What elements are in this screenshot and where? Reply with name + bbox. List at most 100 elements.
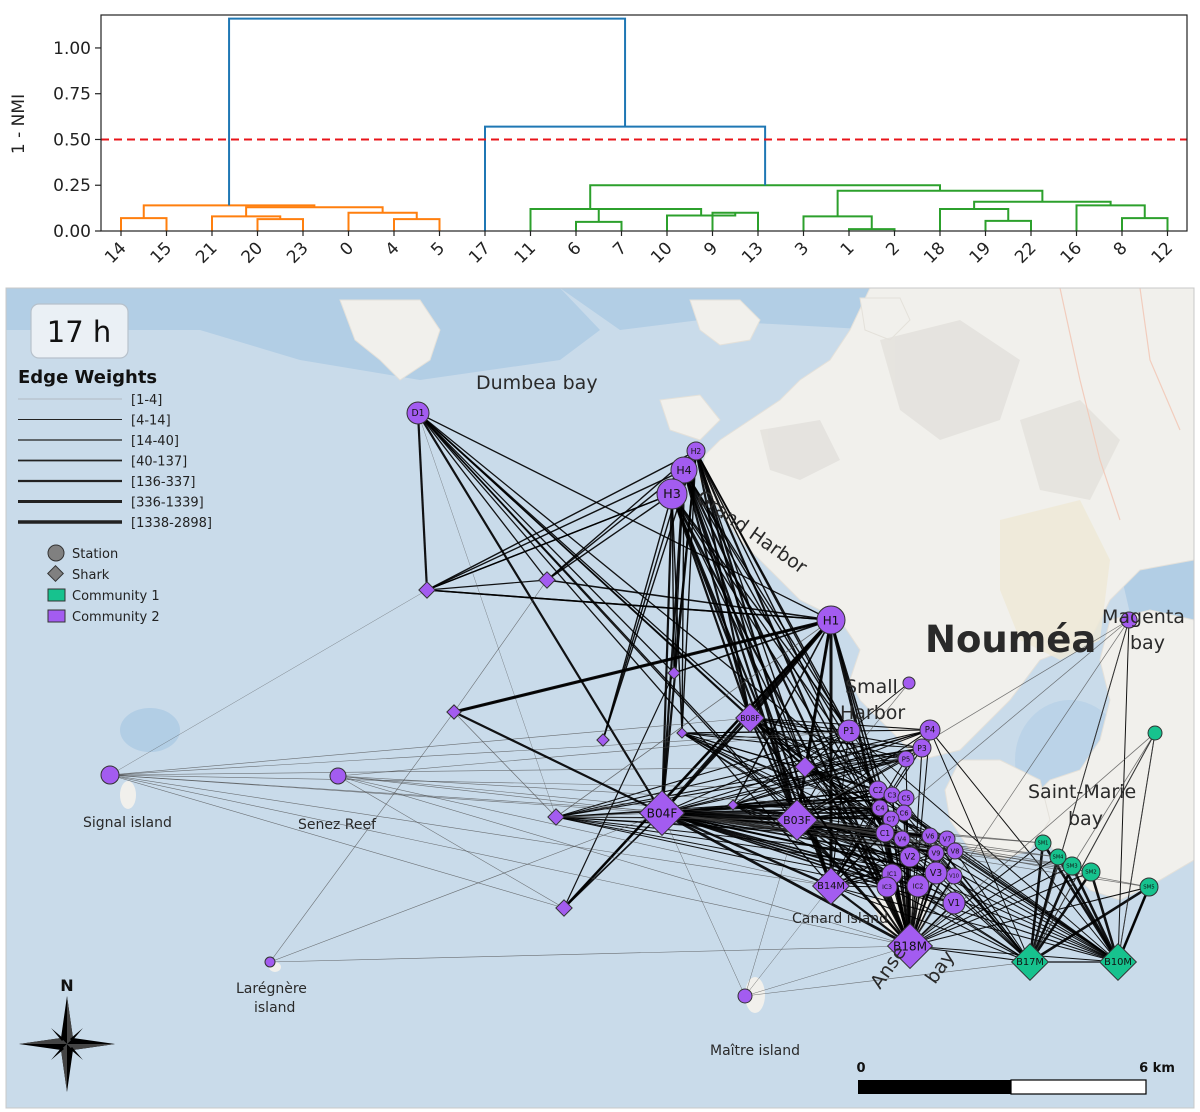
- shark-node[interactable]: B08F: [735, 703, 765, 733]
- leaf-label: 23: [283, 238, 312, 267]
- station-node[interactable]: C1: [875, 823, 895, 843]
- network-edge: [109, 589, 428, 776]
- place-label-noumea: Nouméa: [925, 618, 1096, 661]
- network-edge: [681, 469, 685, 734]
- shark-node[interactable]: [596, 733, 610, 747]
- network-edge: [830, 747, 923, 887]
- leaf-label: 13: [738, 238, 767, 267]
- dendrogram-link: [1075, 204, 1146, 231]
- network-edge: [417, 412, 806, 768]
- station-node[interactable]: P5: [897, 750, 915, 768]
- station-node[interactable]: P4: [919, 719, 941, 741]
- station-node[interactable]: V3: [924, 861, 948, 885]
- node-label: V3: [930, 868, 942, 879]
- network-edge: [909, 945, 1119, 963]
- station-node[interactable]: H4: [670, 456, 698, 484]
- station-node[interactable]: V10: [945, 867, 963, 885]
- station-node[interactable]: H1: [816, 605, 846, 635]
- station-node[interactable]: V2: [899, 846, 921, 868]
- network-edge: [890, 619, 1130, 820]
- network-edge: [269, 812, 663, 963]
- shark-node[interactable]: [555, 899, 573, 917]
- place-label-magenta-2: bay: [1130, 632, 1165, 654]
- station-node[interactable]: SM5: [1139, 877, 1159, 897]
- network-edge: [749, 717, 798, 821]
- station-node[interactable]: C4: [871, 799, 889, 817]
- legend-shark: Shark: [47, 565, 110, 583]
- network-edge: [681, 732, 923, 749]
- shark-node[interactable]: B04F: [638, 789, 686, 837]
- network-edge: [1071, 732, 1156, 867]
- shark-node[interactable]: [794, 756, 816, 778]
- shark-node[interactable]: B18M: [886, 922, 934, 970]
- station-node[interactable]: V9: [927, 844, 945, 862]
- station-node[interactable]: [329, 767, 347, 785]
- station-node[interactable]: [737, 988, 753, 1004]
- place-label-small-harbor-2: Harbor: [840, 702, 905, 724]
- station-node[interactable]: SM2: [1081, 862, 1101, 882]
- station-node[interactable]: V8: [946, 842, 964, 860]
- shark-node[interactable]: [418, 581, 436, 599]
- station-node[interactable]: [1120, 611, 1138, 629]
- network-edge: [417, 412, 548, 581]
- place-label-magenta-1: Magenta: [1102, 606, 1185, 628]
- shark-node[interactable]: [727, 799, 739, 811]
- shark-node[interactable]: [446, 704, 462, 720]
- shark-node[interactable]: [547, 808, 565, 826]
- legend-station-label: Station: [72, 547, 118, 562]
- station-node[interactable]: V6: [921, 827, 939, 845]
- station-node[interactable]: V1: [942, 891, 966, 915]
- station-node[interactable]: IC2: [906, 874, 930, 898]
- place-label-dumbea: Dumbea bay: [476, 372, 598, 394]
- network-edge: [555, 794, 893, 818]
- network-edge: [661, 717, 751, 814]
- network-edge: [337, 775, 565, 909]
- node-label: P4: [925, 726, 936, 736]
- place-label-maitre: Maître island: [710, 1043, 800, 1059]
- station-node[interactable]: C5: [897, 789, 915, 807]
- station-node[interactable]: P1: [837, 719, 861, 743]
- station-node[interactable]: V4: [893, 830, 911, 848]
- y-tick-label: 0.25: [53, 176, 91, 196]
- station-node[interactable]: D1: [406, 401, 430, 425]
- station-node[interactable]: [264, 956, 276, 968]
- legend-edge-label: [1-4]: [131, 393, 162, 408]
- station-node[interactable]: SM1: [1034, 834, 1052, 852]
- station-node[interactable]: H3: [656, 478, 688, 510]
- shark-node[interactable]: B14M: [811, 866, 851, 906]
- legend-edge-label: [14-40]: [131, 434, 179, 449]
- shark-node[interactable]: [538, 571, 556, 589]
- station-node[interactable]: SM3: [1062, 856, 1082, 876]
- station-node[interactable]: [100, 765, 120, 785]
- station-node[interactable]: SM4: [1049, 848, 1067, 866]
- leaf-label: 7: [609, 238, 631, 260]
- leaf-label: 14: [101, 238, 130, 267]
- network-edge: [732, 729, 931, 806]
- network-edge: [1029, 885, 1150, 964]
- station-node[interactable]: V7: [938, 830, 956, 848]
- station-node[interactable]: H2: [686, 441, 706, 461]
- dendrogram-link: [666, 212, 737, 231]
- network-edge: [661, 811, 832, 888]
- node-label: V4: [898, 836, 907, 844]
- network-edge: [804, 729, 931, 768]
- station-node[interactable]: [902, 676, 916, 690]
- station-node[interactable]: [1147, 725, 1163, 741]
- dendrogram-link: [984, 219, 1032, 231]
- shark-node[interactable]: B03F: [775, 798, 819, 842]
- leaf-label: 22: [1011, 238, 1040, 267]
- shark-node[interactable]: [667, 666, 681, 680]
- shark-node[interactable]: [676, 727, 688, 739]
- scale-bar: 0 6 km: [856, 1061, 1175, 1095]
- legend-edge-title: Edge Weights: [18, 367, 157, 388]
- shark-node[interactable]: B10M: [1098, 942, 1138, 982]
- legend-community-1-label: Community 1: [72, 589, 160, 604]
- station-node[interactable]: IC3: [876, 876, 898, 898]
- network-edge: [555, 816, 919, 887]
- node-label: IC3: [882, 884, 892, 891]
- station-node[interactable]: C3: [883, 786, 901, 804]
- shark-node[interactable]: B17M: [1010, 942, 1050, 982]
- station-node[interactable]: P3: [912, 738, 932, 758]
- network-edge: [671, 493, 886, 834]
